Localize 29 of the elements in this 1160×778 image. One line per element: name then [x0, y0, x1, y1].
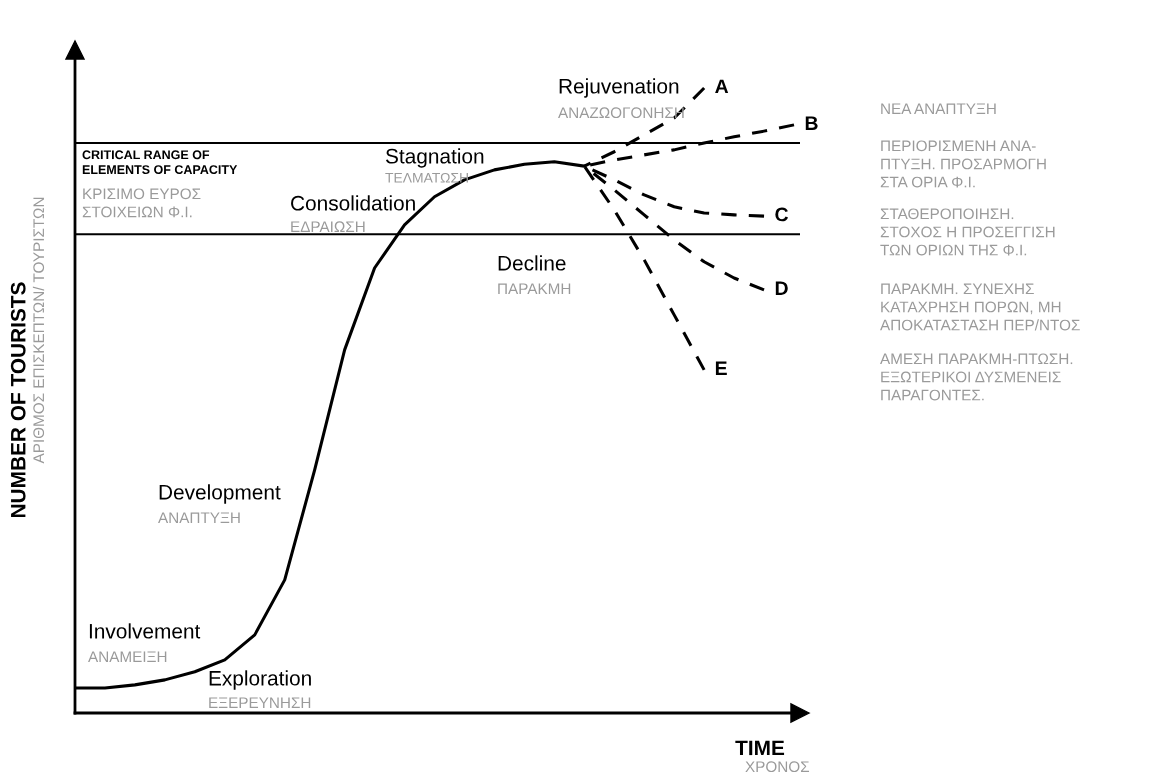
text: ΝΕΑ ΑΝΑΠΤΥΞΗ	[881, 103, 996, 114]
text: ΠΕΡΙΟΡΙΣΜΕΝΗ ΑΝΑ- ΠΤΥΞΗ. ΠΡΟΣΑΡΜΟΓΗ ΣΤΑ ΟΡΙΑ Φ.Ι.	[880, 140, 1046, 188]
text: ΑΡΙΘΜΟΣ ΕΠΙΣΚΕΠΤΩΝ/ ΤΟΥΡΙΣΤΩΝ	[32, 197, 45, 464]
series-label: A	[715, 79, 729, 94]
annotation: Involvement	[89, 623, 201, 639]
annotation: Rejuvenation	[559, 78, 679, 98]
annotation: CRITICAL RANGE OF ELEMENTS OF CAPACITY	[82, 150, 238, 174]
text: ΣΤΑΘΕΡΟΠΟΙΗΣΗ. ΣΤΟΧΟΣ Η ΠΡΟΣΕΓΓΙΣΗ ΤΩΝ ΟΡΙΩΝ ΤΗΣ Φ.Ι.	[880, 208, 1055, 256]
annotation: ΚΡΙΣΙΜΟ ΕΥΡΟΣ ΣΤΟΙΧΕΙΩΝ Φ.Ι.	[82, 188, 201, 218]
text: ΑΜΕΣΗ ΠΑΡΑΚΜΗ-ΠΤΩΣΗ. ΕΞΩΤΕΡΙΚΟΙ ΔΥΣΜΕΝΕΙΣ ΠΑΡΑΓΟΝΤΕΣ.	[880, 353, 1073, 401]
annotation: ΕΔΡΑΙΩΣΗ	[291, 221, 365, 232]
x-axis-title: TIME	[735, 740, 785, 756]
annotation: ΑΝΑΠΤΥΞΗ	[158, 512, 240, 523]
y-axis-title: NUMBER OF TOURISTS	[10, 282, 26, 518]
series-label: D	[775, 281, 788, 295]
annotation: ΤΕΛΜΑΤΩΣΗ	[385, 172, 468, 183]
text: ΧΡΟΝΟΣ	[745, 761, 810, 773]
annotation: Stagnation	[385, 148, 484, 168]
annotation: ΠΑΡΑΚΜΗ	[498, 283, 571, 294]
annotation: ΕΞΕΡΕΥΝΗΣΗ	[209, 697, 311, 708]
series-label: B	[805, 116, 818, 130]
series-label: C	[775, 207, 789, 222]
annotation: Decline	[498, 255, 566, 271]
annotation: Exploration	[209, 670, 311, 690]
text: ΠΑΡΑΚΜΗ. ΣΥΝΕΧΗΣ ΚΑΤΑΧΡΗΣΗ ΠΟΡΩΝ, ΜΗ ΑΠΟΚΑΤΑΣΤΑΣΗ ΠΕΡ/ΝΤΟΣ	[880, 283, 1080, 331]
annotation: Consolidation	[291, 195, 415, 211]
annotation: Development	[159, 484, 281, 504]
series-label: E	[715, 361, 727, 375]
annotation: ΑΝΑΜΕΙΞΗ	[88, 651, 167, 662]
